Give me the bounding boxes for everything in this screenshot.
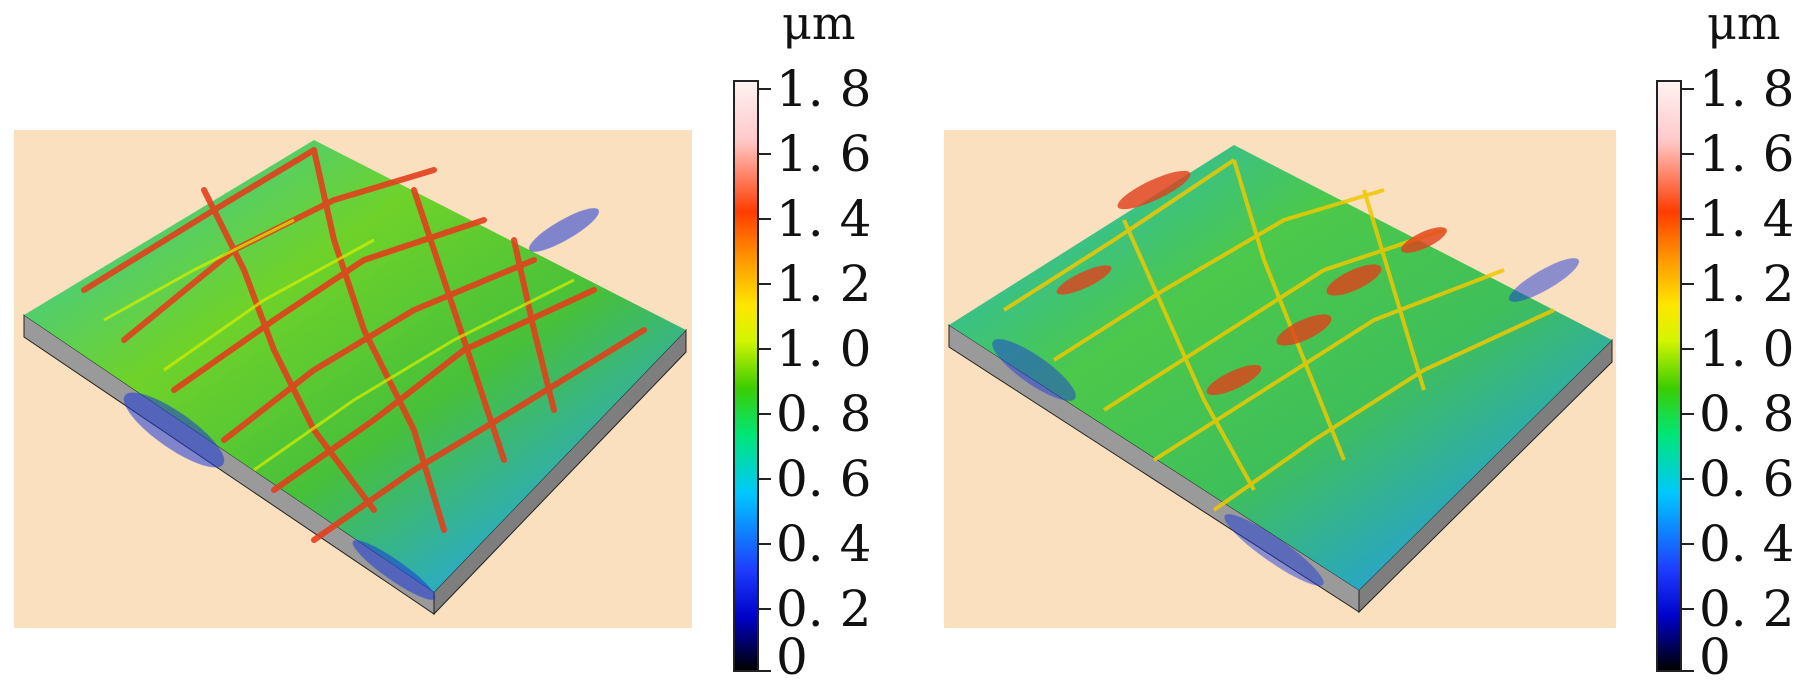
ridge-lines	[1002, 158, 1555, 512]
tick-label: 1. 2	[776, 255, 872, 313]
surface-top	[949, 145, 1612, 590]
tick-mark	[1682, 88, 1694, 90]
tick-mark	[1682, 413, 1694, 415]
tick-label: 0	[776, 628, 808, 686]
tick-label: 0. 2	[776, 580, 872, 638]
tick-mark	[1682, 478, 1694, 480]
peaks	[1056, 170, 1447, 396]
tick-label: 1. 0	[776, 320, 872, 378]
tick-mark	[759, 608, 771, 610]
tick-label: 0. 6	[1699, 450, 1795, 508]
tick-label: 0. 8	[1699, 385, 1795, 443]
low-regions	[123, 208, 599, 600]
ridge-lines	[81, 147, 647, 543]
colorbar-unit-right: μm	[1707, 0, 1781, 50]
surface-3d-left	[23, 140, 687, 616]
tick-mark	[1682, 348, 1694, 350]
tick-mark	[1682, 543, 1694, 545]
tick-label: 1. 4	[1699, 190, 1795, 248]
tick-mark	[759, 88, 771, 90]
tick-mark	[759, 670, 771, 672]
tick-mark	[1682, 218, 1694, 220]
colorbar-unit-left: μm	[782, 0, 856, 50]
tick-mark	[1682, 153, 1694, 155]
surface-plot-right	[944, 130, 1616, 628]
tick-label: 0. 4	[1699, 515, 1795, 573]
tick-label: 1. 8	[776, 60, 872, 118]
base-side-right	[433, 328, 687, 616]
tick-label: 1. 2	[1699, 255, 1795, 313]
tick-label: 1. 4	[776, 190, 872, 248]
tick-mark	[1682, 283, 1694, 285]
tick-label: 1. 6	[1699, 125, 1795, 183]
tick-mark	[759, 218, 771, 220]
tick-label: 0. 4	[776, 515, 872, 573]
texture-highlights	[103, 218, 575, 472]
tick-mark	[1682, 608, 1694, 610]
tick-mark	[759, 478, 771, 480]
tick-mark	[759, 413, 771, 415]
base-side-right	[1358, 338, 1613, 614]
colorbar-gradient-right	[1656, 80, 1682, 672]
tick-label: 0. 6	[776, 450, 872, 508]
tick-label: 0. 8	[776, 385, 872, 443]
surface-plot-left	[14, 130, 692, 628]
surface-top	[24, 140, 686, 592]
tick-mark	[1682, 670, 1694, 672]
tick-mark	[759, 348, 771, 350]
tick-mark	[759, 153, 771, 155]
surface-3d-right	[948, 145, 1613, 614]
tick-label: 1. 0	[1699, 320, 1795, 378]
tick-label: 0. 2	[1699, 580, 1795, 638]
tick-label: 1. 6	[776, 125, 872, 183]
low-regions	[992, 258, 1579, 586]
tick-label: 0	[1699, 628, 1731, 686]
colorbar-gradient-left	[733, 80, 759, 672]
tick-mark	[759, 283, 771, 285]
tick-label: 1. 8	[1699, 60, 1795, 118]
tick-mark	[759, 543, 771, 545]
